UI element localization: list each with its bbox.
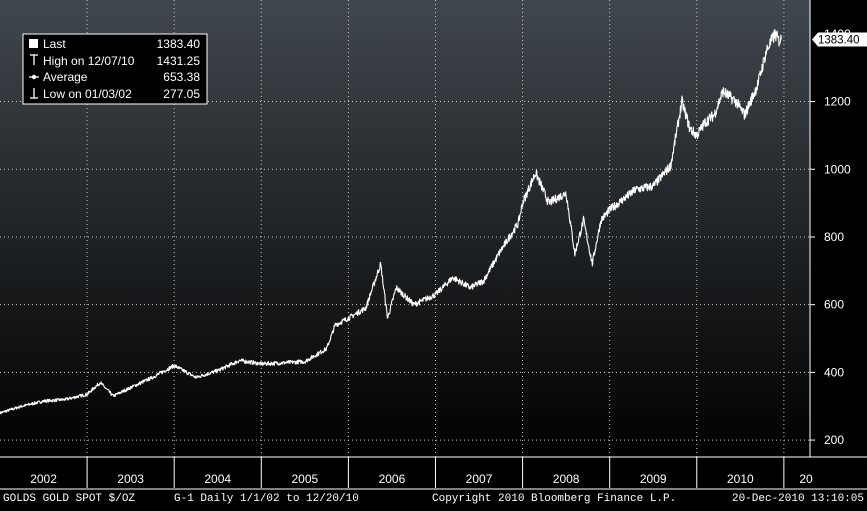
y-tick-label: 1000 xyxy=(824,162,851,176)
legend-last-label: Last xyxy=(43,37,66,51)
x-tick-label: 2009 xyxy=(640,472,667,486)
footer-timestamp: 20-Dec-2010 13:10:05 xyxy=(732,493,864,505)
legend-high-value: 1431.25 xyxy=(157,54,201,68)
x-tick-label: 2005 xyxy=(291,472,318,486)
y-tick-label: 600 xyxy=(824,298,844,312)
x-tick-label: 2007 xyxy=(466,472,493,486)
legend-last-square-icon xyxy=(29,39,38,48)
x-tick-label: 2006 xyxy=(379,472,406,486)
last-value-label: 1383.40 xyxy=(818,34,860,46)
x-axis: 2002 2003 2004 2005 2006 2007 2008 2009 2010 20 xyxy=(0,456,867,490)
legend-low-marker-icon xyxy=(30,88,38,99)
footer-bar: GOLDS GOLD SPOT $/OZ G-1 Daily 1/1/02 to… xyxy=(3,493,864,505)
last-value-tag-shape xyxy=(812,32,867,47)
legend-box xyxy=(22,33,208,105)
legend-last-value: 1383.40 xyxy=(157,37,201,51)
legend: Last 1383.40 High on 12/07/10 1431.25 Av… xyxy=(22,33,208,105)
y-tick-label: 1200 xyxy=(824,95,851,109)
series-layer xyxy=(0,29,782,415)
x-tick-label: 2010 xyxy=(727,472,754,486)
series-line-gold-spot xyxy=(0,29,782,415)
x-tick-label: 2003 xyxy=(117,472,144,486)
legend-average-label: Average xyxy=(43,70,88,84)
y-axis: 200400600800100012001400 xyxy=(809,0,851,457)
x-tick-label: 2002 xyxy=(30,472,57,486)
legend-average-value: 653.38 xyxy=(163,70,200,84)
legend-high-label: High on 12/07/10 xyxy=(43,54,135,68)
footer-info: G-1 Daily 1/1/02 to 12/20/10 xyxy=(174,493,359,505)
footer-ticker: GOLDS GOLD SPOT $/OZ xyxy=(3,493,135,505)
last-value-tag: 1383.40 xyxy=(812,32,867,47)
y-tick-label: 200 xyxy=(824,433,844,447)
legend-low-value: 277.05 xyxy=(163,87,200,101)
footer-copyright: Copyright 2010 Bloomberg Finance L.P. xyxy=(432,493,676,505)
legend-high-marker-icon xyxy=(30,54,38,65)
x-tick-label: 2008 xyxy=(553,472,580,486)
x-tick-label: 20 xyxy=(799,472,813,486)
legend-low-label: Low on 01/03/02 xyxy=(43,87,132,101)
y-tick-label: 800 xyxy=(824,230,844,244)
y-tick-label: 400 xyxy=(824,365,844,379)
x-tick-label: 2004 xyxy=(204,472,231,486)
legend-average-marker-icon xyxy=(29,74,39,80)
y-axis-panel xyxy=(810,0,867,457)
